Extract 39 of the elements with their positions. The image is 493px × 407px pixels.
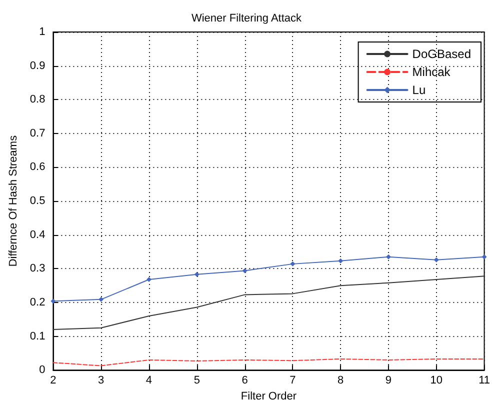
y-tick-label: 0.2 [30, 296, 46, 308]
legend-label: Mihcak [412, 65, 452, 79]
chart-title: Wiener Filtering Attack [191, 12, 302, 24]
point [482, 254, 487, 260]
x-tick-label: 11 [478, 374, 490, 387]
point [290, 261, 296, 266]
point [50, 298, 56, 304]
y-axis-title: Differnce Of Hash Streams [8, 134, 20, 267]
x-tick-label: 10 [430, 374, 443, 387]
y-tick-label: 1 [39, 26, 46, 38]
point [386, 254, 391, 260]
x-tick-label: 3 [98, 374, 104, 387]
point [98, 296, 104, 302]
x-tick-label: 8 [338, 374, 344, 387]
point [242, 268, 248, 274]
legend-label: Lu [412, 83, 426, 97]
point [194, 272, 200, 277]
y-tick-label: 0 [39, 364, 46, 376]
y-tick-label: 0.7 [30, 127, 46, 140]
x-tick-label: 9 [385, 374, 392, 387]
legend-label: DoGBased [412, 47, 472, 61]
y-tick-label: 0.4 [30, 228, 46, 241]
x-tick-label: 4 [146, 374, 152, 387]
x-tick-label: 5 [194, 374, 200, 387]
line-series [52, 358, 485, 366]
point [434, 257, 439, 262]
y-tick-label: 0.8 [30, 94, 46, 106]
x-tick-label: 7 [290, 374, 296, 387]
y-tick-label: 0.6 [30, 161, 46, 174]
x-tick-label: 2 [50, 374, 56, 387]
y-tick-label: 0.1 [30, 330, 46, 342]
point [338, 258, 344, 264]
y-tick-label: 0.9 [30, 60, 46, 72]
point [146, 276, 152, 282]
y-tick-label: 0.5 [30, 195, 46, 208]
x-axis-title: Filter Order [240, 390, 297, 402]
y-tick-label: 0.3 [30, 262, 46, 275]
line-series [52, 276, 485, 330]
x-tick-label: 6 [242, 374, 248, 387]
